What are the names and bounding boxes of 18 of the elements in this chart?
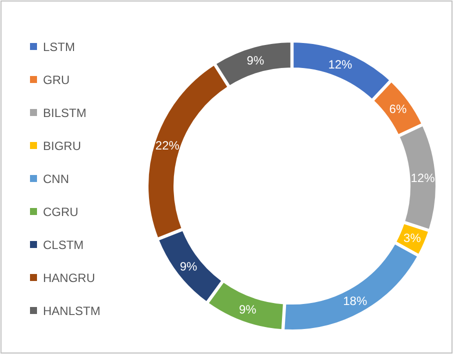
legend-label: BILSTM — [43, 106, 86, 120]
legend-label: HANLSTM — [43, 304, 100, 318]
data-label: 6% — [389, 102, 407, 116]
legend-label: CLSTM — [43, 238, 84, 252]
legend-label: CNN — [43, 172, 69, 186]
data-label: 12% — [328, 57, 353, 72]
legend-label: LSTM — [43, 40, 76, 54]
legend-label: GRU — [43, 73, 70, 88]
data-label: 18% — [343, 294, 368, 308]
data-label: 3% — [404, 231, 422, 246]
data-label: 22% — [155, 138, 180, 153]
legend-label: BIGRU — [43, 139, 82, 154]
data-label: 9% — [180, 259, 198, 274]
data-label: 12% — [410, 170, 436, 185]
data-label: 9% — [238, 302, 257, 316]
legend-label: HANGRU — [43, 271, 96, 286]
data-label: 9% — [246, 53, 264, 68]
legend-label: CGRU — [43, 205, 78, 220]
